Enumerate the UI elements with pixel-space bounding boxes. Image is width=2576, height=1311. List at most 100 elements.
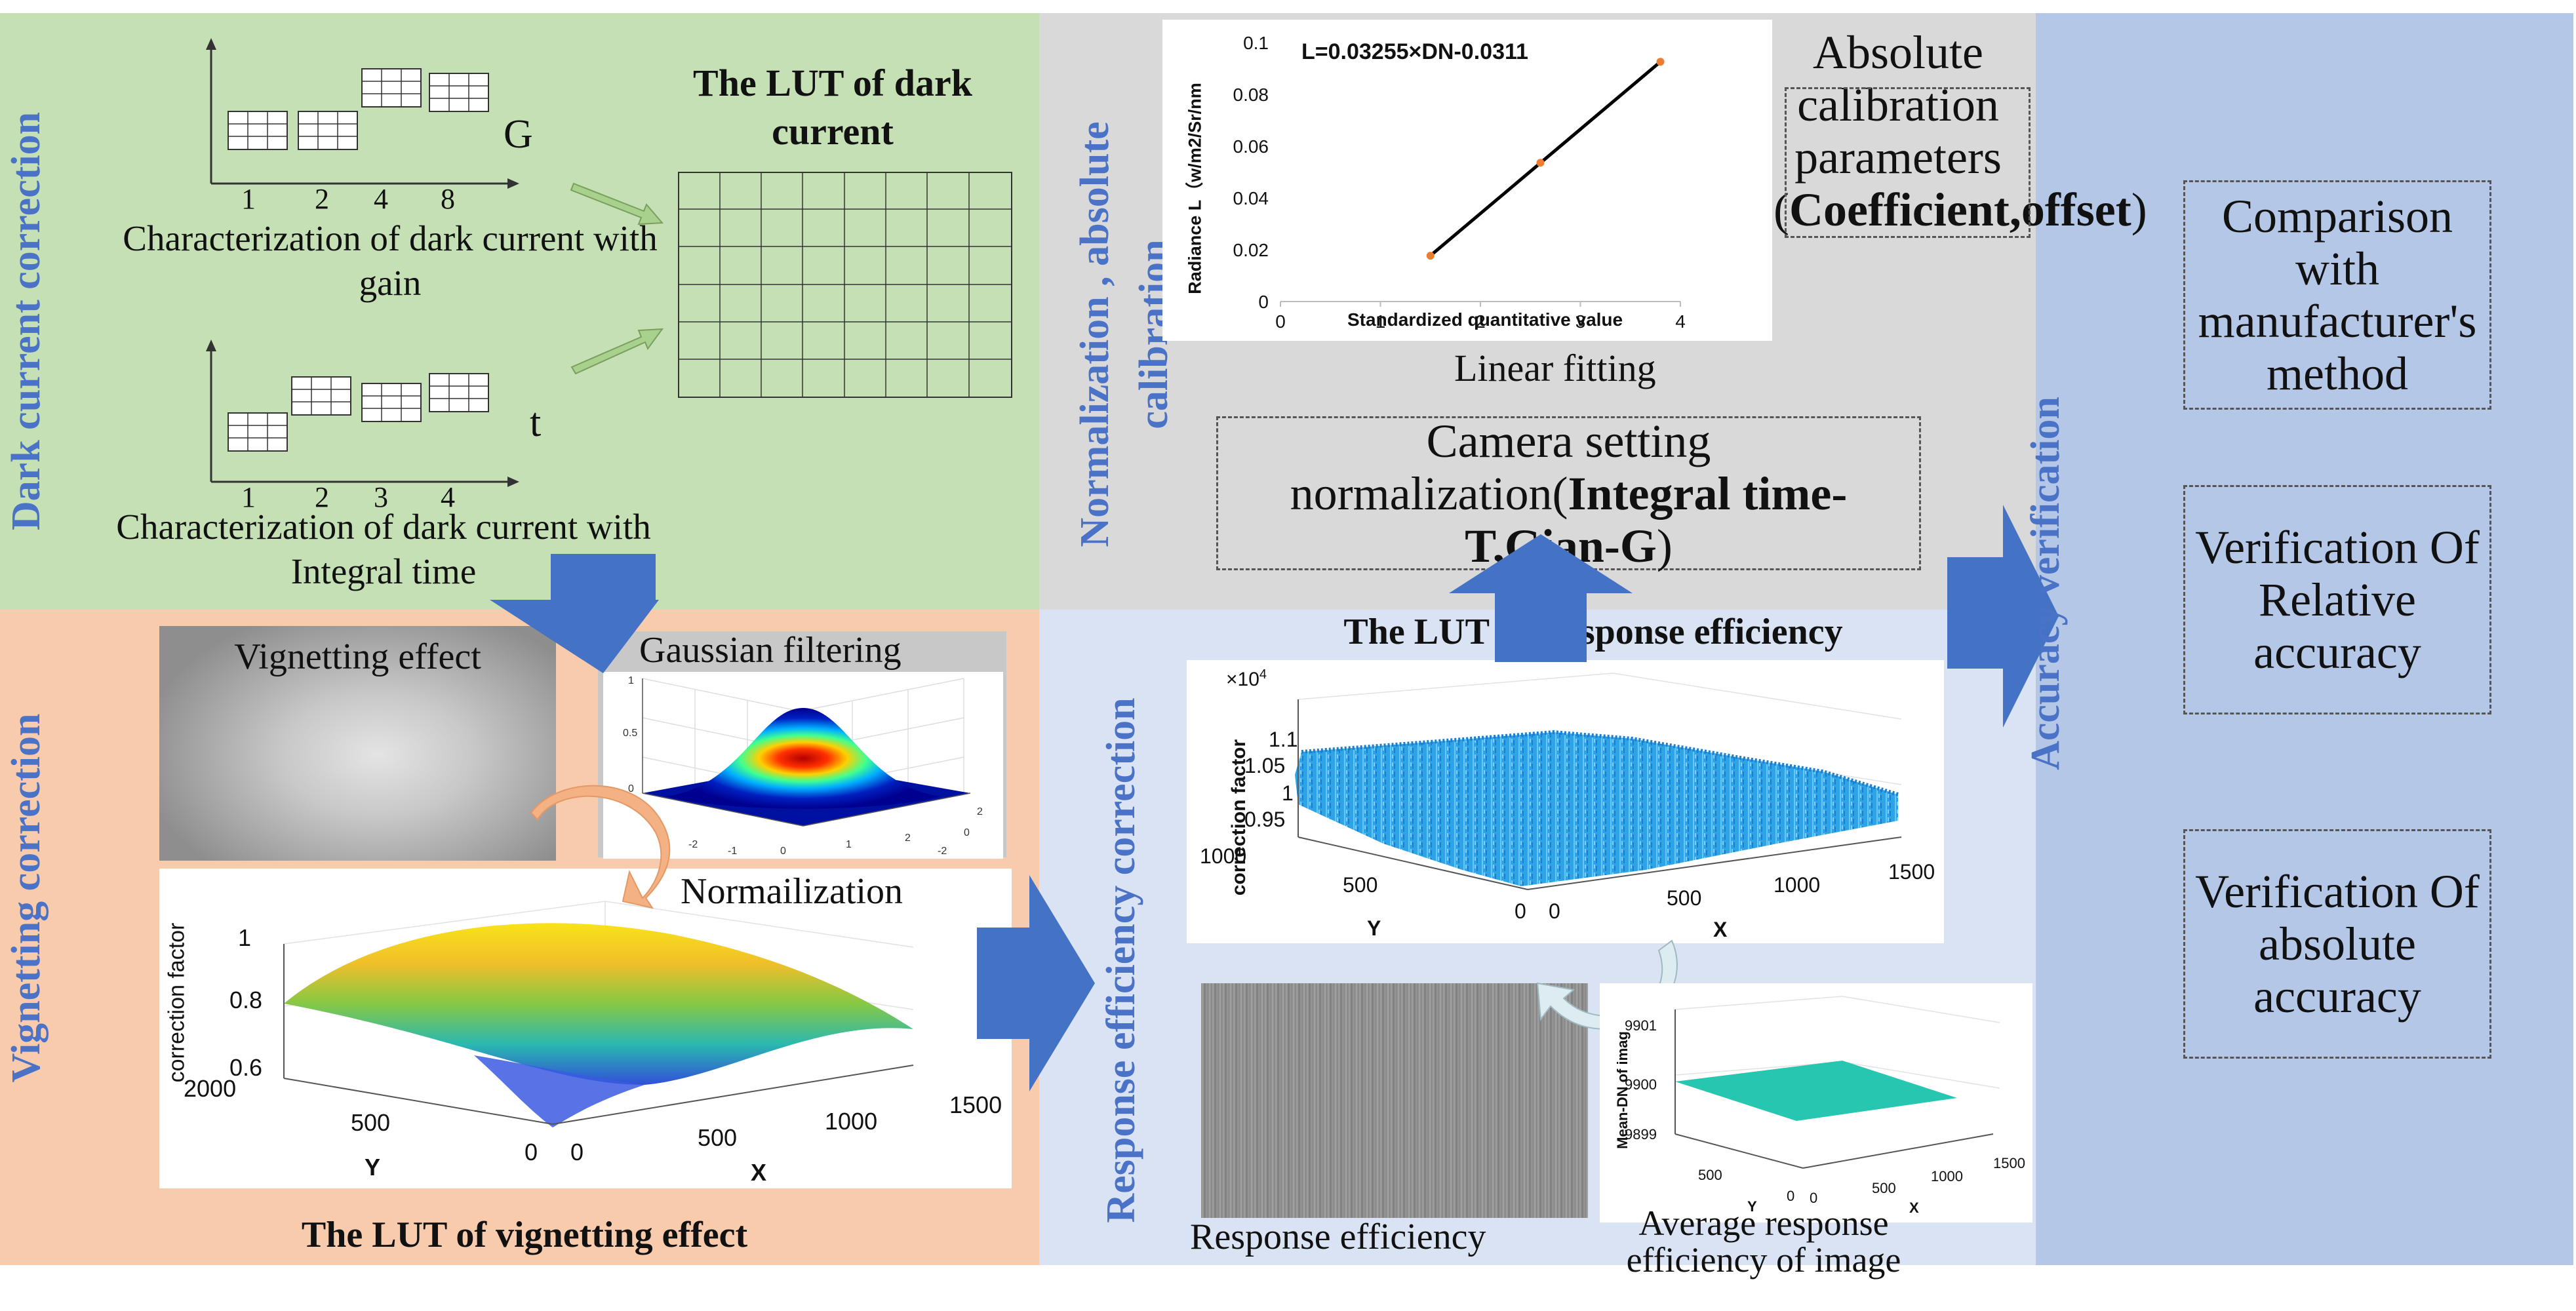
linear-fitting-y-tick: 0.06 — [1233, 136, 1269, 157]
accuracy-box-relative-text: Verification Of Relative accuracy — [2195, 521, 2480, 678]
avg-response-z-tick-9899: 9899 — [1625, 1126, 1657, 1143]
gaussian-z-tick-05: 0.5 — [623, 728, 638, 739]
time-to-lut-arrow — [570, 328, 664, 375]
avg-response-x-tick-0: 0 — [1810, 1190, 1818, 1206]
response-scale-base: ×10 — [1226, 669, 1259, 690]
gain-tick-2: 2 — [315, 183, 329, 215]
gaussian-y-tick-m2: -2 — [938, 846, 947, 857]
dark-current-lut-grid — [678, 172, 1012, 398]
arrow-vignetting-to-response — [977, 875, 1095, 1091]
linear-fitting-x-tick: 2 — [1475, 311, 1486, 332]
linear-fitting-x-tick: 0 — [1275, 311, 1286, 332]
gaussian-x-tick-m1: -1 — [728, 846, 738, 857]
gaussian-y-tick-0: 0 — [964, 827, 970, 838]
response-y-tick-0: 0 — [1515, 899, 1526, 923]
response-efficiency-image — [1201, 983, 1588, 1218]
avg-response-plot — [1674, 996, 2000, 1169]
avg-response-z-tick-9900: 9900 — [1625, 1076, 1657, 1093]
linear-fitting-fit-line — [1429, 60, 1662, 257]
response-z-tick-1000: 1000 — [1200, 844, 1247, 868]
vignetting-effect-label: Vignetting effect — [234, 636, 481, 677]
normalization-curved-arrow — [530, 785, 671, 909]
accuracy-box-absolute: Verification Of absolute accuracy — [2183, 829, 2491, 1059]
vignetting-y-tick-0: 0 — [525, 1139, 538, 1165]
accuracy-panel — [2036, 13, 2573, 1265]
gaussian-z-tick-1: 1 — [628, 675, 634, 686]
avg-response-caption: Average response efficiency of image — [1626, 1203, 1901, 1280]
response-lut-plot — [1295, 673, 1902, 890]
linear-fitting-ylabel: Radiance L（w/m2/Sr/nm — [1185, 83, 1205, 294]
vignetting-effect-image — [159, 626, 556, 861]
vignetting-y-tick-2000: 2000 — [184, 1075, 237, 1102]
time-tick-2: 2 — [315, 481, 329, 513]
linear-fitting-y-tick: 0.08 — [1233, 85, 1269, 105]
vignetting-y-tick-500: 500 — [351, 1109, 391, 1136]
arrow-response-to-calibration — [1449, 534, 1633, 662]
linear-fitting-x-tick: 4 — [1675, 311, 1686, 332]
response-efficiency-caption: Response efficiency — [1190, 1217, 1486, 1257]
gain-tick-1: 1 — [241, 183, 256, 215]
accuracy-box-comparison-text: Comparison with manufacturer's method — [2198, 190, 2477, 400]
vignetting-x-tick-1000: 1000 — [825, 1108, 878, 1135]
gaussian-x-tick-2: 2 — [905, 832, 911, 844]
gain-tick-8: 8 — [441, 183, 455, 215]
avg-response-y-tick-0: 0 — [1787, 1188, 1795, 1204]
linear-fitting-data-point — [1426, 252, 1435, 260]
response-scale-label: ×104 — [1226, 667, 1267, 691]
avg-response-z-tick-9901: 9901 — [1625, 1017, 1657, 1034]
response-y-tick-500: 500 — [1343, 873, 1378, 897]
time-caption: Characterization of dark current with In… — [116, 507, 651, 591]
vignetting-lut-plot — [283, 901, 914, 1127]
calibration-title-text: Normalization , absolute calibration — [1073, 121, 1176, 547]
normalization-label: Normailization — [681, 871, 903, 912]
absolute-params-bold: Coefficient,offset — [1789, 184, 2131, 236]
gain-axis-label: G — [504, 112, 533, 157]
time-tick-1: 1 — [241, 481, 256, 513]
linear-fitting-chart: 0 0.02 0.04 0.06 0.08 0.1 0 1 2 3 4 — [1162, 20, 1772, 341]
linear-fitting-y-tick: 0.02 — [1233, 240, 1269, 260]
absolute-params-suffix: ) — [2131, 184, 2147, 236]
linear-fitting-caption: Linear fitting — [1454, 347, 1656, 389]
response-x-tick-500: 500 — [1667, 886, 1702, 910]
vignetting-x-tick-1500: 1500 — [949, 1091, 1002, 1118]
dark-current-panel — [0, 13, 1039, 610]
linear-fitting-data-point — [1536, 159, 1545, 167]
camera-normalization-prefix: Camera setting normalization( — [1290, 414, 1711, 520]
avg-response-x-tick-500: 500 — [1872, 1180, 1896, 1196]
linear-fitting-x-tick: 3 — [1575, 311, 1586, 332]
gain-tick-4: 4 — [374, 183, 388, 215]
linear-fitting-y-tick: 0.1 — [1243, 33, 1269, 53]
vignetting-zlabel: correction factor — [164, 922, 189, 1083]
vignetting-title: Vignetting correction — [4, 713, 49, 1083]
linear-fitting-xlabel: Standardized quantitative value — [1347, 309, 1623, 330]
gaussian-z-tick-0: 0 — [628, 783, 634, 794]
vignetting-z-tick-1: 1 — [238, 924, 252, 951]
camera-normalization-suffix: ) — [1656, 519, 1673, 572]
gaussian-filtering-label: Gaussian filtering — [639, 630, 902, 671]
time-characterization-diagram — [206, 340, 519, 487]
response-lut-title: The LUT of Response efficiency — [1343, 612, 1843, 652]
time-tick-3: 3 — [374, 481, 388, 513]
gaussian-x-tick-1: 1 — [846, 839, 852, 850]
gain-caption: Characterization of dark current with ga… — [123, 218, 658, 303]
accuracy-title: Accuracy verification — [2023, 397, 2068, 770]
response-z-tick-105: 1.05 — [1244, 754, 1286, 777]
vignetting-lut-title: The LUT of vignetting effect — [301, 1215, 748, 1255]
response-scale-exp: 4 — [1259, 667, 1267, 682]
linear-fitting-data-point — [1656, 58, 1665, 66]
avg-response-xlabel: X — [1909, 1200, 1919, 1216]
response-z-tick-095: 0.95 — [1244, 808, 1286, 831]
avg-response-ylabel: Y — [1747, 1198, 1757, 1215]
accuracy-box-absolute-text: Verification Of absolute accuracy — [2195, 865, 2480, 1023]
linear-fitting-y-tick: 0 — [1258, 292, 1269, 312]
linear-fitting-x-tick: 1 — [1376, 311, 1386, 332]
avg-response-y-tick-500: 500 — [1698, 1167, 1722, 1183]
response-x-tick-0: 0 — [1549, 899, 1560, 923]
gaussian-x-tick-m2: -2 — [688, 839, 698, 850]
time-axis-label: t — [530, 401, 542, 445]
vignetting-x-tick-500: 500 — [698, 1124, 738, 1151]
arrow-dark-to-vignetting — [490, 554, 659, 673]
linear-fitting-equation: L=0.03255×DN-0.0311 — [1301, 39, 1528, 64]
absolute-params-box — [1785, 87, 2031, 238]
vignetting-xlabel: X — [751, 1159, 767, 1186]
